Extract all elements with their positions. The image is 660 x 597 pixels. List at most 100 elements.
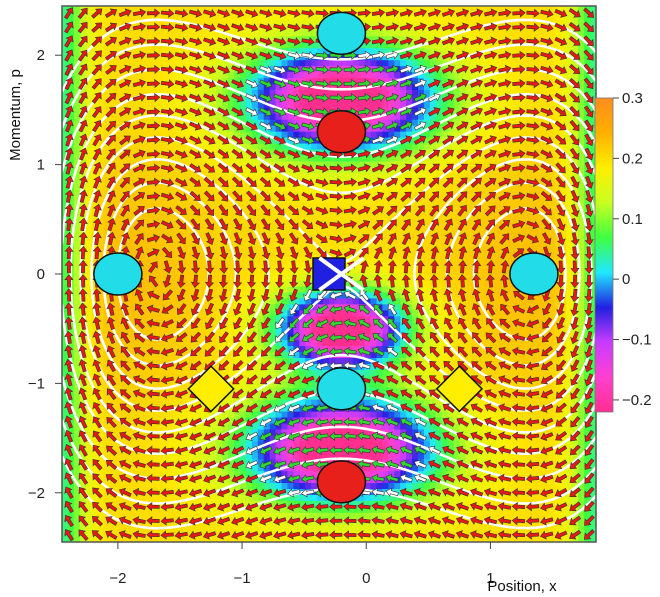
heatmap-cell	[115, 316, 122, 323]
heatmap-cell	[222, 89, 229, 96]
heatmap-cell	[151, 101, 158, 108]
heatmap-cell	[74, 244, 81, 251]
heatmap-cell	[341, 72, 348, 79]
heatmap-cell	[252, 423, 259, 430]
heatmap-cell	[74, 310, 81, 317]
heatmap-cell	[157, 274, 164, 281]
heatmap-cell	[371, 214, 378, 221]
heatmap-cell	[347, 298, 354, 305]
heatmap-cell	[382, 280, 389, 287]
heatmap-cell	[104, 6, 111, 13]
heatmap-cell	[305, 512, 312, 519]
heatmap-cell	[293, 524, 300, 531]
heatmap-cell	[175, 369, 182, 376]
heatmap-cell	[115, 89, 122, 96]
heatmap-cell	[376, 60, 383, 67]
heatmap-cell	[228, 262, 235, 269]
heatmap-cell	[365, 214, 372, 221]
heatmap-cell	[216, 42, 223, 49]
heatmap-cell	[204, 524, 211, 531]
heatmap-cell	[299, 256, 306, 263]
heatmap-cell	[157, 268, 164, 275]
heatmap-cell	[86, 512, 93, 519]
heatmap-cell	[371, 340, 378, 347]
heatmap-cell	[270, 316, 277, 323]
heatmap-cell	[210, 494, 217, 501]
heatmap-cell	[145, 101, 152, 108]
heatmap-cell	[187, 238, 194, 245]
heatmap-cell	[151, 185, 158, 192]
heatmap-cell	[270, 274, 277, 281]
heatmap-cell	[299, 72, 306, 79]
heatmap-cell	[198, 268, 205, 275]
heatmap-cell	[240, 381, 247, 388]
heatmap-cell	[222, 18, 229, 25]
heatmap-cell	[371, 101, 378, 108]
heatmap-cell	[127, 101, 134, 108]
heatmap-cell	[353, 101, 360, 108]
heatmap-cell	[151, 60, 158, 67]
heatmap-cell	[382, 232, 389, 239]
heatmap-cell	[282, 340, 289, 347]
heatmap-cell	[187, 512, 194, 519]
heatmap-cell	[104, 494, 111, 501]
heatmap-cell	[311, 72, 318, 79]
heatmap-cell	[74, 524, 81, 531]
heatmap-cell	[127, 387, 134, 394]
heatmap-cell	[240, 322, 247, 329]
heatmap-cell	[86, 417, 93, 424]
heatmap-cell	[121, 482, 128, 489]
heatmap-cell	[282, 232, 289, 239]
heatmap-cell	[341, 411, 348, 418]
heatmap-cell	[246, 30, 253, 37]
heatmap-cell	[157, 72, 164, 79]
heatmap-cell	[74, 393, 81, 400]
heatmap-cell	[204, 482, 211, 489]
heatmap-cell	[252, 60, 259, 67]
heatmap-cell	[104, 465, 111, 472]
heatmap-cell	[198, 60, 205, 67]
heatmap-cell	[240, 232, 247, 239]
heatmap-cell	[74, 238, 81, 245]
heatmap-cell	[240, 101, 247, 108]
heatmap-cell	[181, 441, 188, 448]
heatmap-cell	[299, 197, 306, 204]
heatmap-cell	[287, 316, 294, 323]
heatmap-cell	[193, 131, 200, 138]
heatmap-cell	[270, 143, 277, 150]
heatmap-cell	[341, 101, 348, 108]
heatmap-cell	[317, 89, 324, 96]
heatmap-cell	[62, 494, 69, 501]
heatmap-cell	[382, 131, 389, 138]
heatmap-cell	[193, 60, 200, 67]
heatmap-cell	[329, 214, 336, 221]
heatmap-cell	[329, 173, 336, 180]
heatmap-cell	[359, 524, 366, 531]
heatmap-cell	[157, 357, 164, 364]
heatmap-cell	[74, 399, 81, 406]
heatmap-cell	[175, 143, 182, 150]
heatmap-cell	[163, 60, 170, 67]
heatmap-cell	[311, 60, 318, 67]
heatmap-cell	[335, 357, 342, 364]
heatmap-cell	[246, 482, 253, 489]
heatmap-cell	[187, 185, 194, 192]
heatmap-cell	[246, 113, 253, 120]
heatmap-cell	[382, 482, 389, 489]
heatmap-cell	[382, 524, 389, 531]
heatmap-cell	[115, 60, 122, 67]
heatmap-cell	[305, 173, 312, 180]
heatmap-cell	[115, 214, 122, 221]
heatmap-cell	[163, 512, 170, 519]
heatmap-cell	[282, 298, 289, 305]
heatmap-cell	[382, 512, 389, 519]
heatmap-cell	[98, 512, 105, 519]
heatmap-cell	[258, 482, 265, 489]
heatmap-cell	[388, 482, 395, 489]
heatmap-cell	[311, 494, 318, 501]
heatmap-cell	[258, 286, 265, 293]
heatmap-cell	[293, 381, 300, 388]
heatmap-cell	[74, 36, 81, 43]
heatmap-cell	[258, 113, 265, 120]
heatmap-cell	[133, 101, 140, 108]
